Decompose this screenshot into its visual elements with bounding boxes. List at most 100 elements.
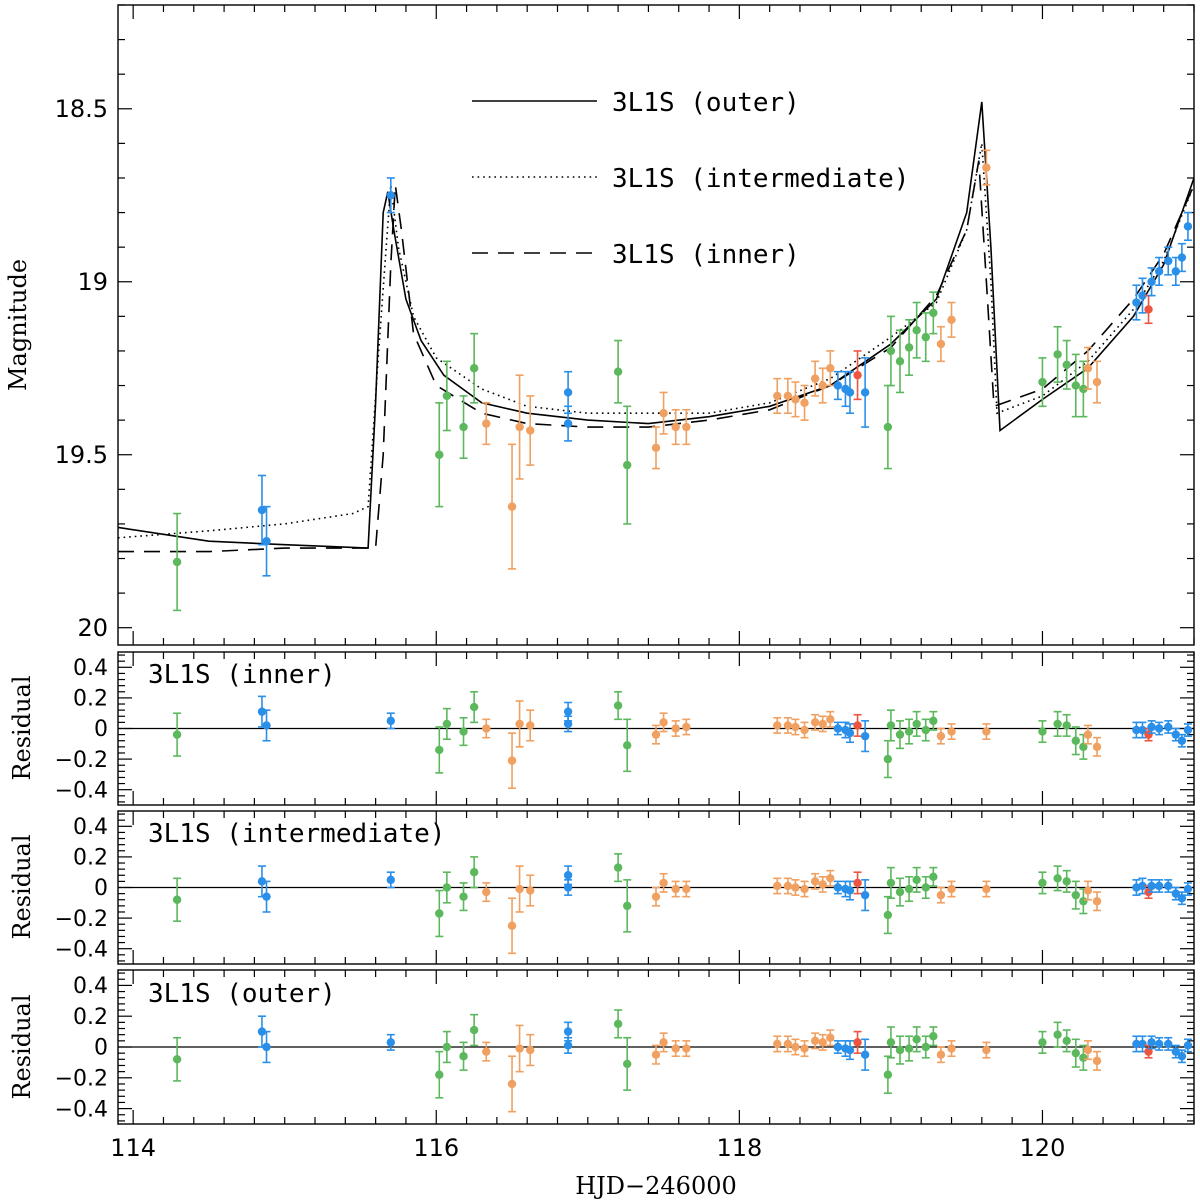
residual-panel-title: 3L1S (outer): [148, 979, 336, 1009]
data-point: [1183, 1041, 1193, 1050]
residual-panel-title: 3L1S (inner): [148, 660, 336, 690]
data-point: [435, 745, 444, 755]
data-point: [469, 364, 479, 373]
data-point: [791, 395, 800, 404]
data-point: [826, 364, 835, 373]
data-point: [613, 367, 623, 376]
data-point: [800, 1044, 809, 1053]
data-point: [613, 1019, 623, 1029]
data-point: [929, 308, 938, 318]
data-point: [982, 727, 991, 736]
data-point: [563, 719, 573, 729]
data-point: [563, 871, 573, 880]
data-point: [1092, 897, 1102, 906]
data-point: [507, 1079, 517, 1089]
y-tick-label: −0.4: [55, 937, 108, 962]
data-point: [936, 890, 946, 900]
data-point: [659, 718, 668, 727]
data-point: [800, 398, 809, 408]
data-point: [783, 1039, 793, 1049]
residual-panel-inner: −0.4 −0.2 0 0.2 0.4 3L1S (inner) Residual: [8, 651, 1195, 806]
data-point: [172, 1055, 182, 1064]
data-point: [1038, 878, 1047, 888]
data-point: [800, 725, 809, 735]
data-point: [435, 450, 444, 459]
data-point: [773, 1039, 782, 1049]
data-point: [883, 754, 893, 764]
data-point: [1053, 719, 1062, 729]
data-point: [386, 875, 395, 885]
data-point: [947, 315, 956, 325]
data-point: [904, 1044, 914, 1053]
model-curve-inner: [118, 160, 1194, 553]
data-point: [1079, 742, 1088, 752]
data-point: [860, 731, 870, 741]
data-point: [1154, 267, 1164, 276]
residual-y-axis-label: Residual: [8, 834, 36, 939]
y-tick-label: 19.5: [55, 441, 108, 469]
data-point: [442, 1042, 452, 1052]
data-point: [921, 883, 930, 892]
data-point: [1147, 1038, 1156, 1047]
data-point: [845, 728, 855, 738]
data-point: [682, 1044, 691, 1053]
data-point: [459, 1052, 468, 1061]
data-point: [651, 1050, 661, 1059]
data-point: [671, 884, 680, 894]
data-point: [459, 422, 468, 432]
data-point: [1177, 1052, 1187, 1061]
data-point: [921, 725, 930, 735]
data-point: [515, 1044, 524, 1053]
data-point: [172, 557, 182, 567]
data-point: [1194, 201, 1200, 209]
data-point: [929, 872, 938, 881]
data-point: [1171, 267, 1181, 276]
y-tick-label: 0: [94, 1036, 108, 1061]
residual-frame: [117, 969, 1195, 1125]
data-point: [469, 1025, 479, 1035]
main-ytick-labels: 18.5 19 19.5 20: [55, 95, 108, 642]
data-point: [1138, 1039, 1147, 1049]
data-point: [1154, 724, 1164, 733]
y-tick-label: 0: [94, 717, 108, 742]
data-point: [1164, 881, 1173, 891]
residual-points: [172, 690, 1193, 789]
legend-label-outer: 3L1S (outer): [612, 88, 800, 118]
y-tick-label: 18.5: [55, 95, 108, 123]
data-point: [682, 884, 691, 894]
data-point: [386, 716, 395, 726]
data-point: [507, 502, 517, 511]
data-point: [651, 892, 661, 901]
data-point: [947, 727, 956, 736]
model-curve-intermediate: [118, 143, 1194, 539]
data-point: [507, 756, 517, 765]
data-point: [262, 537, 271, 546]
data-point: [459, 727, 468, 736]
data-point: [886, 721, 896, 730]
data-point: [262, 892, 271, 901]
data-point: [860, 890, 870, 900]
y-tick-label: 20: [77, 614, 108, 642]
residual-panel-intermediate: −0.4 −0.2 0 0.2 0.4 3L1S (intermediate) Resi…: [8, 810, 1200, 965]
data-point: [623, 741, 632, 750]
data-point: [651, 730, 661, 739]
data-point: [526, 886, 535, 895]
data-point: [563, 883, 573, 892]
data-point: [659, 878, 668, 888]
data-point: [651, 443, 661, 453]
data-point: [172, 730, 182, 739]
data-point: [904, 884, 914, 894]
x-tick-label: 118: [716, 1134, 762, 1162]
y-tick-label: −0.4: [55, 1097, 108, 1122]
data-point: [469, 702, 479, 712]
y-tick-label: −0.2: [55, 1067, 108, 1092]
main-points: [172, 149, 1200, 612]
data-point: [482, 419, 491, 428]
data-point: [826, 874, 835, 883]
data-point: [833, 883, 843, 892]
data-point: [845, 1045, 855, 1055]
data-point: [1194, 883, 1200, 891]
data-point: [442, 391, 452, 401]
data-point: [1147, 277, 1156, 286]
x-tick-label: 116: [413, 1134, 459, 1162]
